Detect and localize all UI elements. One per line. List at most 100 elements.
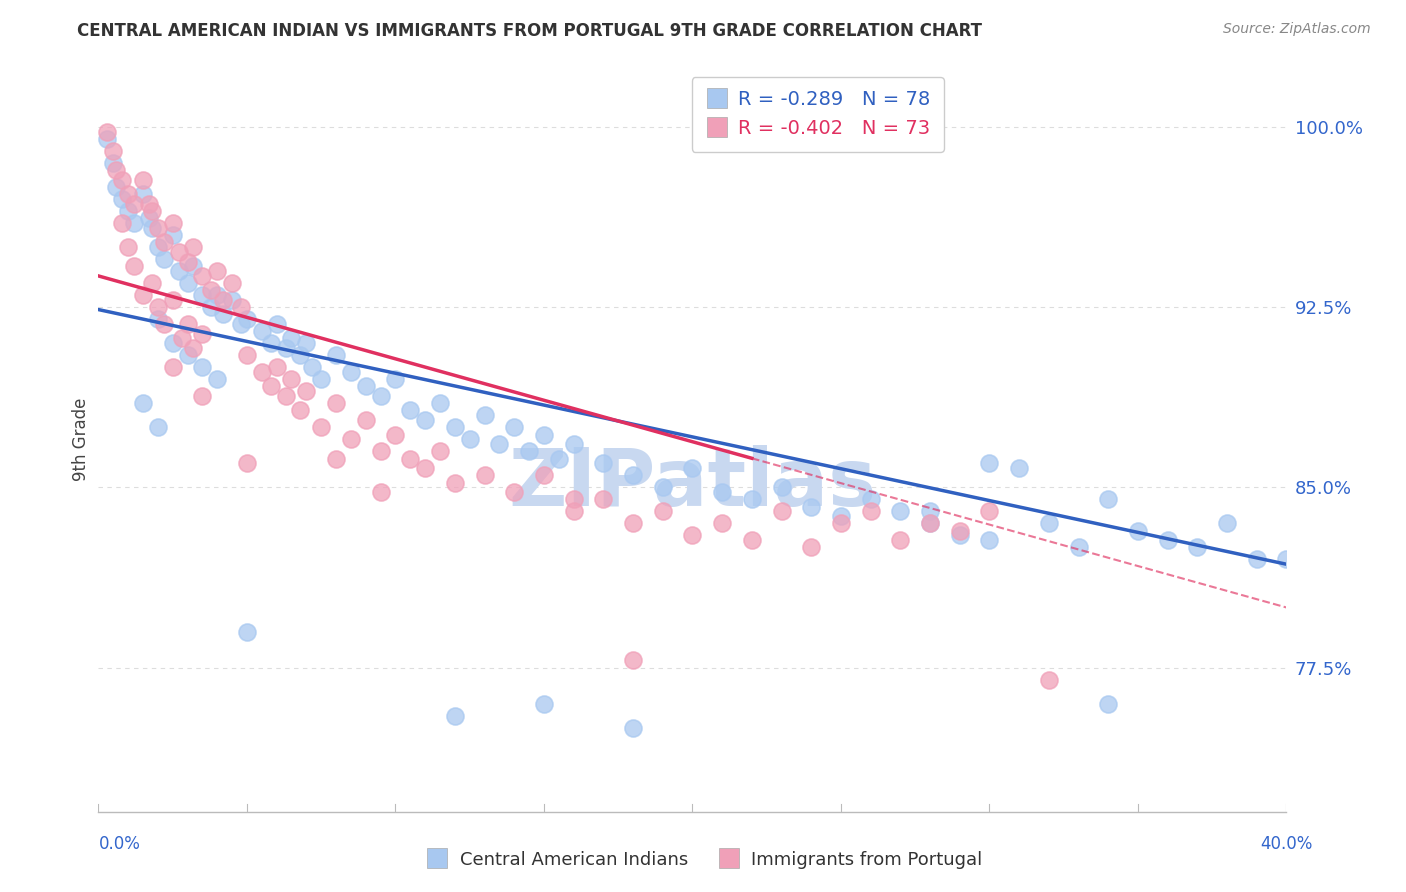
Point bbox=[183, 240, 205, 254]
Text: 0.0%: 0.0% bbox=[98, 835, 141, 853]
Point bbox=[1008, 461, 1031, 475]
Point bbox=[1275, 552, 1298, 566]
Point bbox=[474, 409, 496, 423]
Point bbox=[301, 360, 323, 375]
Point bbox=[325, 396, 347, 410]
Point bbox=[830, 516, 852, 531]
Point bbox=[183, 260, 205, 274]
Point bbox=[1038, 673, 1060, 687]
Point bbox=[146, 240, 169, 254]
Point bbox=[280, 372, 302, 386]
Point bbox=[167, 244, 190, 259]
Point bbox=[176, 348, 198, 362]
Point bbox=[340, 432, 363, 446]
Point bbox=[547, 451, 569, 466]
Point bbox=[176, 276, 198, 290]
Point bbox=[260, 379, 283, 393]
Point bbox=[325, 451, 347, 466]
Point bbox=[152, 317, 174, 331]
Point bbox=[96, 125, 118, 139]
Point bbox=[132, 173, 155, 187]
Point bbox=[681, 528, 703, 542]
Point bbox=[205, 288, 228, 302]
Point bbox=[711, 516, 734, 531]
Point bbox=[260, 336, 283, 351]
Point bbox=[138, 211, 160, 226]
Point bbox=[488, 437, 510, 451]
Point bbox=[592, 456, 614, 470]
Point bbox=[162, 293, 184, 307]
Point bbox=[146, 420, 169, 434]
Point bbox=[250, 324, 273, 338]
Point bbox=[141, 204, 163, 219]
Point bbox=[800, 500, 823, 514]
Point bbox=[384, 372, 406, 386]
Point bbox=[96, 132, 118, 146]
Point bbox=[370, 485, 392, 500]
Point bbox=[152, 252, 174, 266]
Point bbox=[651, 480, 673, 494]
Point bbox=[200, 300, 222, 314]
Point bbox=[162, 360, 184, 375]
Point bbox=[920, 504, 942, 518]
Point bbox=[562, 492, 585, 507]
Point bbox=[290, 403, 312, 417]
Point bbox=[167, 264, 190, 278]
Point bbox=[517, 444, 540, 458]
Point bbox=[399, 451, 422, 466]
Point bbox=[236, 624, 259, 639]
Point bbox=[1097, 697, 1119, 711]
Point bbox=[458, 432, 481, 446]
Point bbox=[592, 492, 614, 507]
Point bbox=[443, 475, 465, 490]
Point bbox=[859, 504, 882, 518]
Point bbox=[162, 216, 184, 230]
Point bbox=[295, 384, 318, 399]
Point bbox=[429, 396, 451, 410]
Point bbox=[830, 509, 852, 524]
Point bbox=[741, 533, 763, 548]
Legend: Central American Indians, Immigrants from Portugal: Central American Indians, Immigrants fro… bbox=[416, 844, 990, 876]
Point bbox=[413, 413, 436, 427]
Point bbox=[146, 220, 169, 235]
Point bbox=[533, 697, 555, 711]
Point bbox=[503, 420, 526, 434]
Point bbox=[621, 516, 644, 531]
Point bbox=[384, 427, 406, 442]
Point bbox=[309, 420, 332, 434]
Point bbox=[354, 379, 377, 393]
Point bbox=[443, 420, 465, 434]
Point bbox=[280, 331, 302, 345]
Point bbox=[949, 524, 972, 538]
Point bbox=[770, 504, 793, 518]
Point bbox=[621, 468, 644, 483]
Point bbox=[132, 187, 155, 202]
Point bbox=[413, 461, 436, 475]
Point bbox=[889, 504, 911, 518]
Point bbox=[191, 326, 214, 341]
Point bbox=[152, 235, 174, 250]
Point bbox=[170, 331, 193, 345]
Point bbox=[103, 156, 125, 170]
Point bbox=[399, 403, 422, 417]
Point bbox=[122, 260, 145, 274]
Point bbox=[1246, 552, 1268, 566]
Point bbox=[979, 533, 1001, 548]
Point bbox=[1038, 516, 1060, 531]
Point bbox=[859, 492, 882, 507]
Point bbox=[250, 365, 273, 379]
Point bbox=[770, 480, 793, 494]
Point bbox=[741, 492, 763, 507]
Point bbox=[920, 516, 942, 531]
Point bbox=[229, 317, 252, 331]
Point bbox=[621, 721, 644, 735]
Point bbox=[800, 541, 823, 555]
Point bbox=[621, 653, 644, 667]
Point bbox=[191, 360, 214, 375]
Point bbox=[1067, 541, 1090, 555]
Point bbox=[295, 336, 318, 351]
Point bbox=[236, 348, 259, 362]
Point bbox=[105, 180, 128, 194]
Point bbox=[141, 220, 163, 235]
Point bbox=[229, 300, 252, 314]
